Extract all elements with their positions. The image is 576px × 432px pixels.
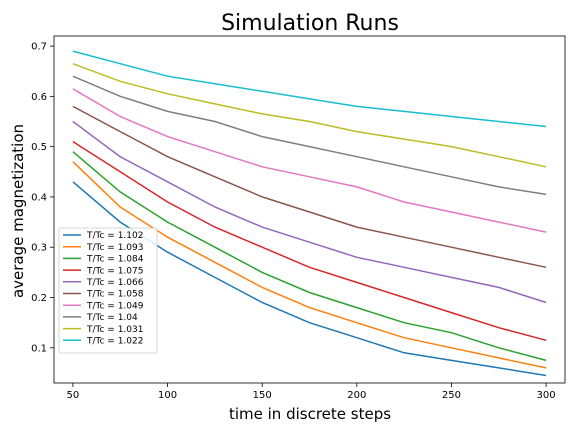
y-tick-label: 0.4 xyxy=(31,192,47,203)
legend-box xyxy=(58,227,158,354)
legend-label-3: T/Tc = 1.084 xyxy=(86,255,144,265)
y-tick-label: 0.7 xyxy=(31,42,47,53)
legend-label-8: T/Tc = 1.04 xyxy=(86,313,138,323)
x-tick-label: 50 xyxy=(67,390,80,401)
x-tick-label: 250 xyxy=(442,390,461,401)
plot-frame xyxy=(53,35,566,384)
y-tick-label: 0.2 xyxy=(31,293,47,304)
legend-label-10: T/Tc = 1.022 xyxy=(86,337,143,347)
x-tick-label: 150 xyxy=(253,390,272,401)
series-line-6 xyxy=(72,105,547,269)
series-line-4 xyxy=(72,140,547,342)
y-axis-label: average magnetization xyxy=(9,124,27,298)
series-line-2 xyxy=(72,161,547,369)
legend-label-4: T/Tc = 1.075 xyxy=(86,266,143,276)
x-tick-label: 300 xyxy=(537,390,556,401)
x-tick-label: 200 xyxy=(347,390,366,401)
series-line-8 xyxy=(72,75,547,196)
series-line-7 xyxy=(72,88,547,233)
ticks-layer: 50 100 150 200 250 300 0.1 0.2 0.3 0.4 0.5 0.6 0.7 xyxy=(31,42,556,401)
legend-label-2: T/Tc = 1.093 xyxy=(86,243,143,253)
x-axis-label: time in discrete steps xyxy=(229,405,391,423)
chart-title: Simulation Runs xyxy=(221,11,399,36)
x-tick-label: 100 xyxy=(158,390,177,401)
legend-label-9: T/Tc = 1.031 xyxy=(86,325,143,335)
y-tick-label: 0.3 xyxy=(31,243,47,254)
y-tick-label: 0.5 xyxy=(31,142,47,153)
series-line-3 xyxy=(72,151,547,362)
series-layer xyxy=(72,50,547,377)
series-line-9 xyxy=(72,62,547,168)
legend-label-6: T/Tc = 1.058 xyxy=(86,290,144,300)
legend-label-5: T/Tc = 1.066 xyxy=(86,278,144,288)
legend-label-1: T/Tc = 1.102 xyxy=(86,231,143,241)
series-line-10 xyxy=(72,50,547,128)
series-line-5 xyxy=(72,120,547,304)
y-tick-label: 0.6 xyxy=(31,92,47,103)
y-tick-label: 0.1 xyxy=(31,343,47,354)
legend-label-7: T/Tc = 1.049 xyxy=(86,301,144,311)
